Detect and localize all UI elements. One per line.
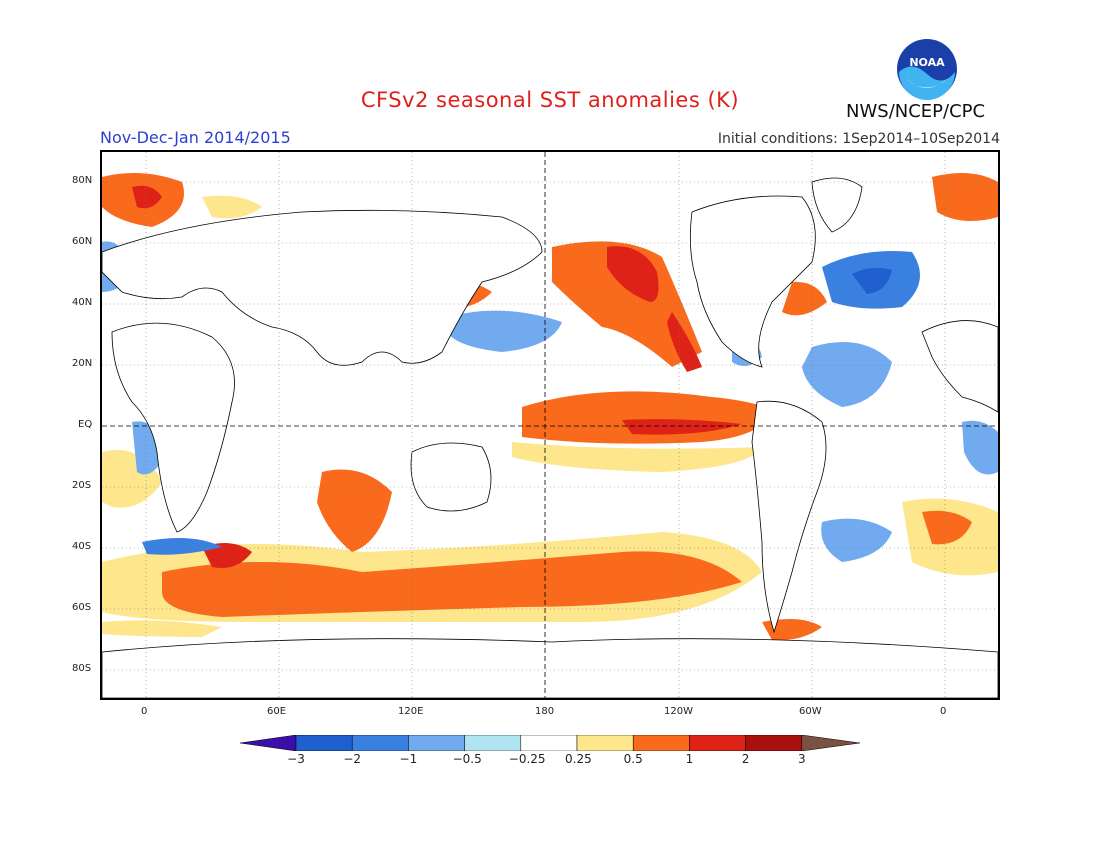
lat-label: 80S [72, 663, 92, 674]
chart-title: CFSv2 seasonal SST anomalies (K) [360, 88, 740, 112]
lon-label: 0 [940, 706, 947, 717]
lat-label: 60S [72, 602, 92, 613]
colorbar-label: 0.5 [623, 752, 643, 766]
colorbar-segment [408, 735, 465, 751]
colorbar-segment [632, 735, 690, 751]
equator-dateline [102, 152, 998, 698]
initial-conditions-label: Initial conditions: 1Sep2014–10Sep2014 [717, 131, 1000, 147]
lon-label: 0 [141, 706, 148, 717]
anomaly-fields [102, 173, 998, 641]
colorbar-segment [351, 735, 409, 751]
colorbar-label: 3 [797, 752, 806, 766]
svg-text:NOAA: NOAA [909, 56, 945, 69]
colorbar-segment [689, 735, 746, 751]
colorbar-segment [464, 735, 522, 751]
noaa-logo-icon: NOAA [896, 38, 958, 100]
lon-label: 60E [267, 706, 287, 717]
lat-label: 20N [72, 358, 93, 369]
lat-label: 40N [72, 297, 93, 308]
agency-label: NWS/NCEP/CPC [846, 101, 986, 122]
sst-anomaly-map [100, 150, 1000, 700]
lon-label: 180 [535, 706, 555, 717]
colorbar-segment [240, 735, 297, 751]
colorbar [240, 735, 860, 751]
graticule [102, 152, 998, 698]
lon-label: 120W [664, 706, 693, 717]
colorbar-segment [576, 735, 634, 751]
colorbar-segment [295, 735, 353, 751]
colorbar-label: −0.5 [452, 752, 482, 766]
colorbar-label: 0.25 [565, 752, 592, 766]
lon-label: 120E [398, 706, 424, 717]
colorbar-segment [520, 735, 578, 751]
colorbar-segment [745, 735, 803, 751]
lat-label: EQ [78, 419, 93, 430]
colorbar-label: −0.25 [508, 752, 546, 766]
lon-label: 60W [799, 706, 822, 717]
lat-label: 80N [72, 175, 93, 186]
colorbar-label: −3 [287, 752, 305, 766]
colorbar-label: 1 [685, 752, 694, 766]
colorbar-label: 2 [741, 752, 750, 766]
colorbar-label: −1 [399, 752, 418, 766]
season-label: Nov-Dec-Jan 2014/2015 [100, 128, 291, 147]
colorbar-label: −2 [343, 752, 362, 766]
lat-label: 20S [72, 480, 92, 491]
lat-label: 60N [72, 236, 93, 247]
colorbar-segment [801, 735, 860, 751]
continent-outlines [102, 177, 998, 698]
lat-label: 40S [72, 541, 92, 552]
